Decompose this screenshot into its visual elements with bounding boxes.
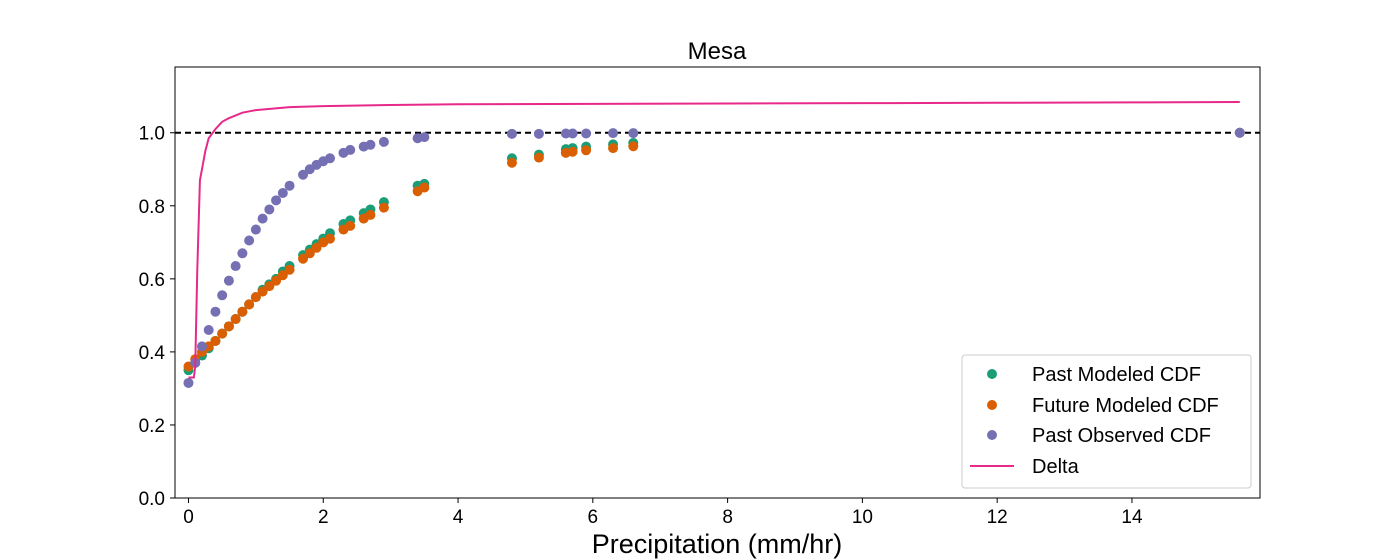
point-future-modeled-cdf <box>223 321 234 332</box>
plot-marks <box>175 101 1260 388</box>
point-future-modeled-cdf <box>325 233 335 244</box>
point-future-modeled-cdf <box>237 306 248 317</box>
legend-box <box>961 354 1252 489</box>
point-past-observed-cdf <box>284 180 295 191</box>
x-tick-label: 10 <box>852 507 873 528</box>
point-past-observed-cdf <box>581 128 592 139</box>
point-future-modeled-cdf <box>581 145 592 156</box>
series-line-delta <box>188 101 1240 379</box>
point-past-observed-cdf <box>277 188 288 199</box>
point-future-modeled-cdf <box>244 299 255 310</box>
point-future-modeled-cdf <box>250 292 261 303</box>
legend-marker-past-observed <box>987 430 997 440</box>
point-past-observed-cdf <box>533 128 544 139</box>
point-future-modeled-cdf <box>378 202 389 213</box>
point-future-modeled-cdf <box>257 286 268 297</box>
point-past-observed-cdf <box>196 341 207 352</box>
point-past-observed-cdf <box>345 144 356 155</box>
plot-frame <box>174 66 1261 499</box>
point-past-observed-cdf <box>250 224 261 235</box>
point-past-observed-cdf <box>230 261 241 272</box>
x-tick-label: 12 <box>987 507 1008 528</box>
point-past-observed-cdf <box>365 139 376 150</box>
point-past-observed-cdf <box>628 128 639 139</box>
y-tick-label: 0.6 <box>139 270 165 291</box>
y-tick-label: 0.2 <box>139 416 165 437</box>
point-past-observed-cdf <box>244 235 255 246</box>
point-past-observed-cdf <box>419 132 430 143</box>
legend-marker-future-modeled <box>987 400 997 410</box>
x-axis-label: Precipitation (mm/hr) <box>592 529 843 559</box>
point-future-modeled-cdf <box>298 253 309 264</box>
x-tick-label: 4 <box>453 507 464 528</box>
point-past-observed-cdf <box>378 136 389 147</box>
point-past-observed-cdf <box>271 195 282 206</box>
y-tick-label: 0.8 <box>139 197 165 218</box>
point-future-modeled-cdf <box>217 328 228 339</box>
chart-title: Mesa <box>688 38 747 65</box>
x-tick-label: 14 <box>1121 507 1143 528</box>
legend-label-future-modeled: Future Modeled CDF <box>1032 395 1219 417</box>
point-past-observed-cdf <box>217 290 228 301</box>
legend: Past Modeled CDF Future Modeled CDF Past… <box>961 354 1252 489</box>
point-past-observed-cdf <box>298 169 309 180</box>
x-tick-label: 6 <box>588 507 599 528</box>
point-future-modeled-cdf <box>210 335 221 346</box>
point-past-observed-cdf <box>203 324 214 335</box>
point-future-modeled-cdf <box>608 143 619 154</box>
point-past-observed-cdf <box>257 213 268 224</box>
series-past-observed-cdf <box>183 127 1245 388</box>
point-future-modeled-cdf <box>284 264 295 275</box>
point-future-modeled-cdf <box>345 220 356 231</box>
point-future-modeled-cdf <box>506 157 517 168</box>
point-future-modeled-cdf <box>365 209 376 220</box>
x-tick-label: 8 <box>722 507 733 528</box>
point-future-modeled-cdf <box>230 314 241 325</box>
point-future-modeled-cdf <box>277 270 288 281</box>
point-past-observed-cdf <box>264 204 275 215</box>
legend-label-delta: Delta <box>1032 456 1080 478</box>
y-tick-label: 1.0 <box>139 124 165 145</box>
point-past-observed-cdf <box>608 128 619 139</box>
x-tick-label: 2 <box>318 507 329 528</box>
y-tick-label: 0.0 <box>139 489 165 510</box>
point-future-modeled-cdf <box>533 152 544 163</box>
point-past-observed-cdf <box>237 248 248 259</box>
point-past-observed-cdf <box>325 153 335 164</box>
point-past-observed-cdf <box>567 128 578 139</box>
point-future-modeled-cdf <box>304 248 315 259</box>
point-future-modeled-cdf <box>419 182 430 193</box>
point-past-observed-cdf <box>223 275 234 286</box>
series-future-modeled-cdf <box>183 127 1245 372</box>
point-future-modeled-cdf <box>264 281 275 292</box>
point-past-observed-cdf <box>1234 127 1245 138</box>
legend-label-past-modeled: Past Modeled CDF <box>1032 364 1201 386</box>
x-tick-label: 0 <box>183 507 194 528</box>
point-future-modeled-cdf <box>271 275 282 286</box>
axes-ticks: 0 2 4 6 8 10 12 14 0.0 0.2 0.4 0.6 0.8 1.0 <box>139 124 1143 528</box>
point-future-modeled-cdf <box>567 146 578 157</box>
point-future-modeled-cdf <box>311 242 322 253</box>
point-future-modeled-cdf <box>628 141 639 152</box>
y-tick-label: 0.4 <box>139 343 166 364</box>
plot-area <box>175 101 1260 388</box>
point-past-observed-cdf <box>210 306 221 317</box>
point-past-observed-cdf <box>183 377 194 388</box>
point-past-observed-cdf <box>506 128 517 139</box>
series-past-modeled-cdf <box>183 127 1245 376</box>
legend-marker-past-modeled <box>987 369 997 379</box>
legend-label-past-observed: Past Observed CDF <box>1032 425 1211 447</box>
